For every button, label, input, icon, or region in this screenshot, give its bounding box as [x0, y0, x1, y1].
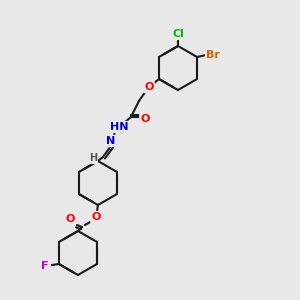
- Text: N: N: [106, 136, 116, 146]
- Text: O: O: [91, 212, 101, 222]
- Text: HN: HN: [110, 122, 128, 132]
- Text: Br: Br: [206, 50, 220, 60]
- Text: O: O: [65, 214, 75, 224]
- Text: H: H: [89, 153, 97, 163]
- Text: O: O: [144, 82, 154, 92]
- Text: O: O: [140, 114, 150, 124]
- Text: F: F: [41, 261, 49, 271]
- Text: Cl: Cl: [172, 29, 184, 39]
